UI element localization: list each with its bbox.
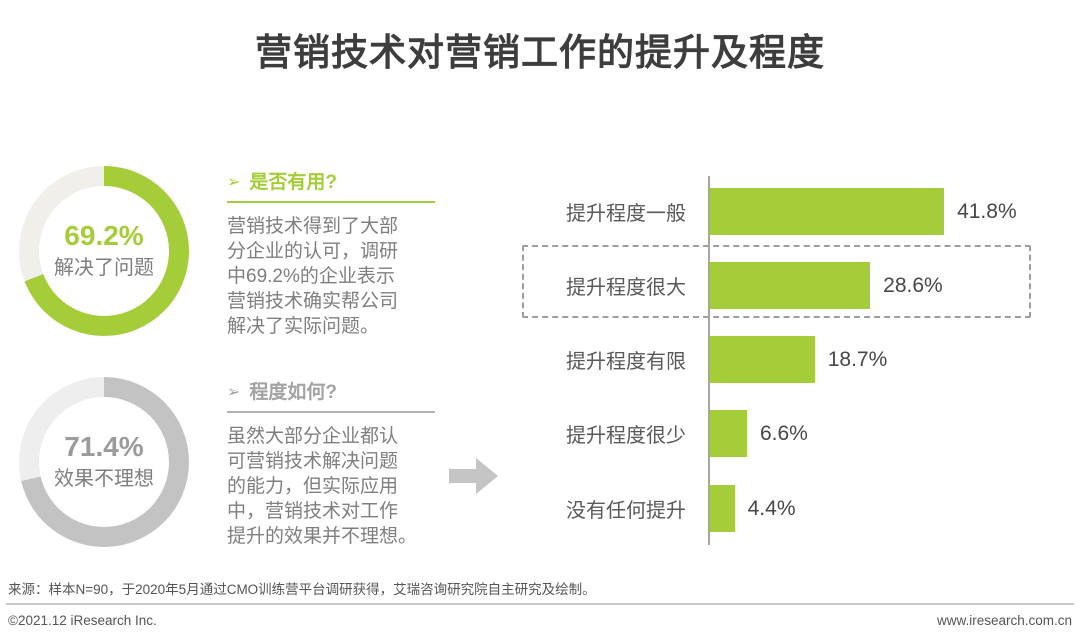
donut-chart-problem-solved: 69.2% 解决了问题 (19, 166, 189, 336)
bar (710, 485, 735, 532)
bar-value-label: 18.7% (827, 347, 888, 371)
bar-category-label: 提升程度很少 (566, 425, 686, 447)
bar-category-label: 提升程度有限 (566, 351, 686, 373)
section-divider (227, 411, 435, 413)
section-heading-text: 是否有用? (249, 172, 338, 193)
bar (710, 410, 747, 457)
page-title: 营销技术对营销工作的提升及程度 (255, 32, 825, 73)
bar (710, 262, 871, 309)
bar-row: 提升程度有限 18.7% (538, 336, 1080, 383)
bar-value-label: 28.6% (883, 273, 943, 297)
donut-caption: 效果不理想 (54, 468, 154, 490)
section-heading: ➢ 是否有用? (227, 172, 435, 194)
section-to-what-degree: ➢ 程度如何? 虽然大部分企业都认 可营销技术解决问题 的能力，但实际应用 中，… (227, 382, 435, 549)
section-heading-text: 程度如何? (249, 382, 338, 403)
section-heading: ➢ 程度如何? (227, 382, 435, 404)
bar-row: 提升程度很少 6.6% (538, 410, 1080, 457)
bar-category-label: 提升程度很大 (566, 277, 686, 299)
bar-value-label: 4.4% (747, 496, 796, 520)
bar-category-label: 提升程度一般 (566, 203, 686, 225)
highlight-dashed-box (522, 245, 1031, 318)
bar-row: 提升程度很大 28.6% (538, 262, 1080, 309)
copyright-text: ©2021.12 iResearch Inc. (8, 613, 157, 628)
section-divider (227, 201, 435, 203)
bar-chart-axis (708, 176, 710, 545)
bar (710, 188, 945, 235)
section-body-text: 虽然大部分企业都认 可营销技术解决问题 的能力，但实际应用 中，营销技术对工作 … (227, 426, 418, 547)
donut-center: 69.2% 解决了问题 (39, 186, 169, 316)
bar-value-label: 41.8% (957, 199, 1017, 223)
arrowhead-bullet-icon: ➢ (227, 384, 241, 401)
website-url: www.iresearch.com.cn (936, 613, 1072, 628)
bar-row: 没有任何提升 4.4% (538, 485, 1080, 532)
donut-percent-value: 69.2% (64, 220, 144, 251)
bar-value-label: 6.6% (759, 421, 808, 445)
section-is-it-useful: ➢ 是否有用? 营销技术得到了大部 分企业的认可，调研 中69.2%的企业表示 … (227, 172, 435, 339)
footer-divider (6, 603, 1074, 605)
right-arrow-icon (449, 458, 498, 494)
bar (710, 336, 815, 383)
donut-center: 71.4% 效果不理想 (39, 397, 169, 527)
donut-percent-value: 71.4% (64, 431, 144, 462)
bar-category-label: 没有任何提升 (566, 500, 686, 522)
arrowhead-bullet-icon: ➢ (227, 174, 241, 191)
bar-row: 提升程度一般 41.8% (538, 188, 1080, 235)
donut-chart-effect-not-ideal: 71.4% 效果不理想 (19, 377, 189, 547)
source-note: 来源：样本N=90，于2020年5月通过CMO训练营平台调研获得，艾瑞咨询研究院… (8, 582, 596, 597)
donut-caption: 解决了问题 (54, 257, 154, 279)
section-body-text: 营销技术得到了大部 分企业的认可，调研 中69.2%的企业表示 营销技术确实帮公… (227, 216, 399, 337)
